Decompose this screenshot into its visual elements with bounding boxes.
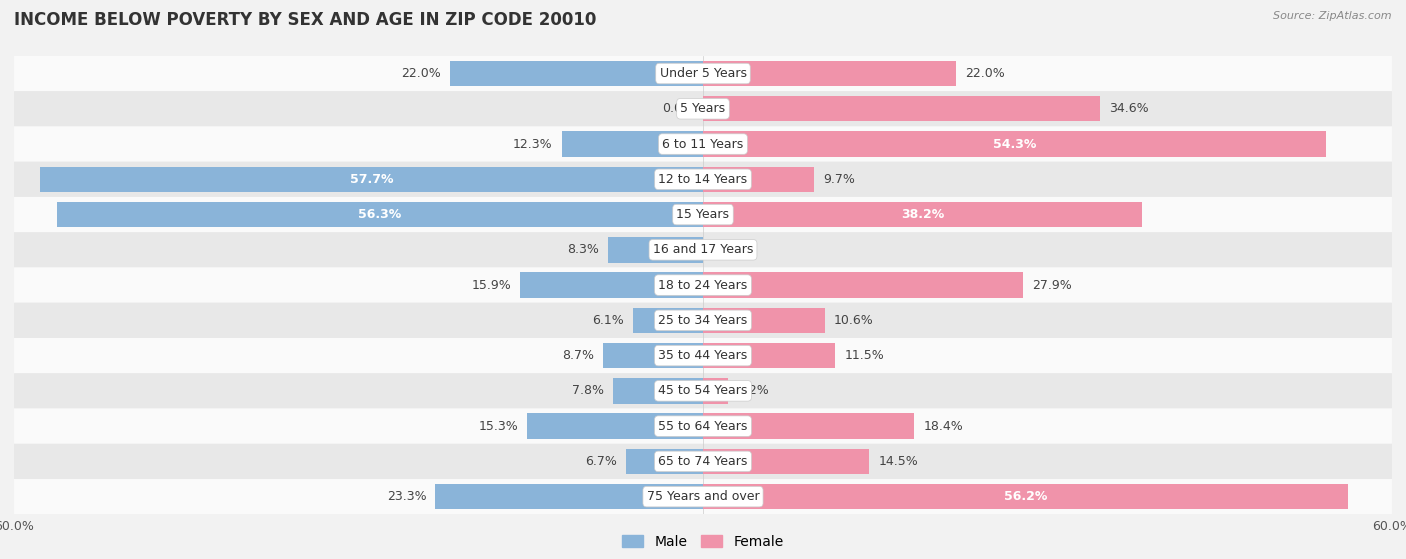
FancyBboxPatch shape xyxy=(14,373,1392,409)
Bar xyxy=(633,307,703,333)
Text: Under 5 Years: Under 5 Years xyxy=(659,67,747,80)
Text: 56.3%: 56.3% xyxy=(359,208,401,221)
FancyBboxPatch shape xyxy=(14,409,1392,444)
Text: 34.6%: 34.6% xyxy=(1109,102,1149,115)
Text: 0.0%: 0.0% xyxy=(713,243,744,257)
Text: 22.0%: 22.0% xyxy=(965,67,1004,80)
Bar xyxy=(703,449,869,474)
Text: 11.5%: 11.5% xyxy=(844,349,884,362)
Text: 57.7%: 57.7% xyxy=(350,173,394,186)
Text: 12.3%: 12.3% xyxy=(513,138,553,150)
Text: 2.2%: 2.2% xyxy=(738,385,769,397)
FancyBboxPatch shape xyxy=(14,232,1392,267)
FancyBboxPatch shape xyxy=(14,479,1392,514)
Bar xyxy=(41,167,703,192)
Bar xyxy=(703,167,814,192)
Text: 55 to 64 Years: 55 to 64 Years xyxy=(658,420,748,433)
Text: 22.0%: 22.0% xyxy=(402,67,441,80)
Bar xyxy=(527,414,703,439)
Text: 25 to 34 Years: 25 to 34 Years xyxy=(658,314,748,327)
Text: 14.5%: 14.5% xyxy=(879,455,918,468)
FancyBboxPatch shape xyxy=(14,267,1392,303)
Text: 6 to 11 Years: 6 to 11 Years xyxy=(662,138,744,150)
Text: 6.7%: 6.7% xyxy=(585,455,617,468)
Bar xyxy=(703,96,1101,121)
Text: 35 to 44 Years: 35 to 44 Years xyxy=(658,349,748,362)
Bar xyxy=(703,343,835,368)
Bar xyxy=(626,449,703,474)
Text: 15.3%: 15.3% xyxy=(478,420,519,433)
Text: 18 to 24 Years: 18 to 24 Years xyxy=(658,278,748,292)
Text: 5 Years: 5 Years xyxy=(681,102,725,115)
Text: 16 and 17 Years: 16 and 17 Years xyxy=(652,243,754,257)
FancyBboxPatch shape xyxy=(14,444,1392,479)
Text: 8.3%: 8.3% xyxy=(567,243,599,257)
Bar xyxy=(703,484,1348,509)
Text: Source: ZipAtlas.com: Source: ZipAtlas.com xyxy=(1274,11,1392,21)
Bar xyxy=(703,131,1326,157)
FancyBboxPatch shape xyxy=(14,162,1392,197)
Text: 7.8%: 7.8% xyxy=(572,385,605,397)
Bar xyxy=(703,378,728,404)
FancyBboxPatch shape xyxy=(14,126,1392,162)
Bar xyxy=(603,343,703,368)
FancyBboxPatch shape xyxy=(14,91,1392,126)
Bar xyxy=(607,237,703,263)
Bar xyxy=(56,202,703,228)
Text: 6.1%: 6.1% xyxy=(592,314,624,327)
FancyBboxPatch shape xyxy=(14,197,1392,232)
Bar xyxy=(562,131,703,157)
Text: 23.3%: 23.3% xyxy=(387,490,426,503)
Bar xyxy=(703,307,825,333)
Text: 65 to 74 Years: 65 to 74 Years xyxy=(658,455,748,468)
Bar xyxy=(436,484,703,509)
Bar xyxy=(703,202,1142,228)
Text: 10.6%: 10.6% xyxy=(834,314,873,327)
Legend: Male, Female: Male, Female xyxy=(623,534,783,548)
Text: 12 to 14 Years: 12 to 14 Years xyxy=(658,173,748,186)
Text: 8.7%: 8.7% xyxy=(562,349,593,362)
FancyBboxPatch shape xyxy=(14,56,1392,91)
Bar xyxy=(703,61,956,86)
Bar xyxy=(613,378,703,404)
Text: 75 Years and over: 75 Years and over xyxy=(647,490,759,503)
Text: 27.9%: 27.9% xyxy=(1032,278,1073,292)
Bar xyxy=(703,272,1024,298)
Text: 38.2%: 38.2% xyxy=(901,208,943,221)
Text: 56.2%: 56.2% xyxy=(1004,490,1047,503)
FancyBboxPatch shape xyxy=(14,303,1392,338)
Text: 15.9%: 15.9% xyxy=(471,278,512,292)
Text: 54.3%: 54.3% xyxy=(993,138,1036,150)
Bar xyxy=(520,272,703,298)
Bar xyxy=(450,61,703,86)
Bar xyxy=(703,414,914,439)
Text: INCOME BELOW POVERTY BY SEX AND AGE IN ZIP CODE 20010: INCOME BELOW POVERTY BY SEX AND AGE IN Z… xyxy=(14,11,596,29)
FancyBboxPatch shape xyxy=(14,338,1392,373)
Text: 15 Years: 15 Years xyxy=(676,208,730,221)
Text: 9.7%: 9.7% xyxy=(824,173,855,186)
Text: 45 to 54 Years: 45 to 54 Years xyxy=(658,385,748,397)
Text: 0.0%: 0.0% xyxy=(662,102,693,115)
Text: 18.4%: 18.4% xyxy=(924,420,963,433)
